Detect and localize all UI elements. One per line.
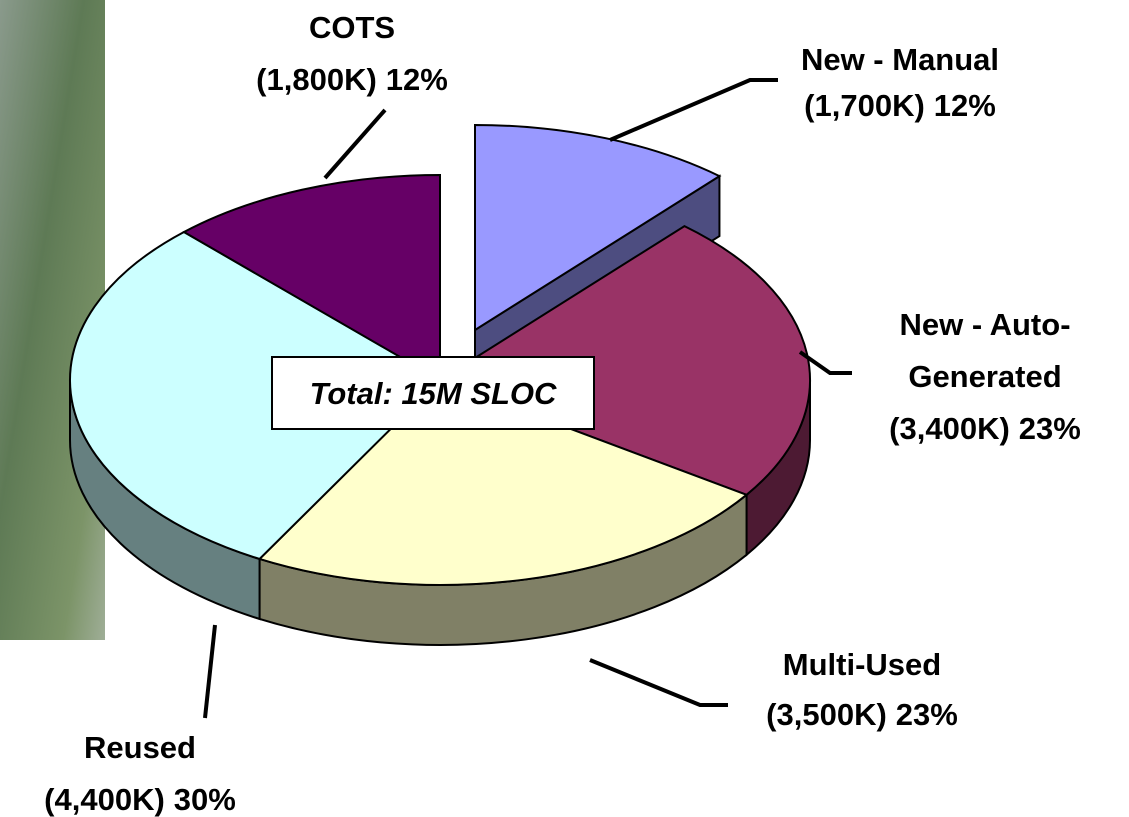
percent-label: 23%: [1019, 411, 1081, 446]
percent-label: 30%: [174, 782, 236, 817]
value-label: (4,400K): [44, 782, 165, 817]
leader-line: [590, 660, 728, 705]
percent-label: 12%: [934, 88, 996, 123]
category-label: New - Auto-: [899, 307, 1070, 342]
leader-line: [325, 110, 385, 178]
leader-line: [610, 80, 778, 140]
value-label: (3,400K): [889, 411, 1010, 446]
category-label: Multi-Used: [783, 647, 941, 682]
value-label: (1,800K) 12%: [256, 62, 448, 97]
value-label: (1,700K) 12%: [804, 88, 996, 123]
category-label: Generated: [908, 359, 1061, 394]
category-label: New - Manual: [801, 42, 999, 77]
value-label: (3,400K) 23%: [889, 411, 1081, 446]
category-label: COTS: [309, 10, 395, 45]
chart: New - Manual (1,700K) 12% New - Auto- Genera…: [0, 0, 1129, 817]
value-label: (3,500K): [766, 697, 887, 732]
value-label: (3,500K) 23%: [766, 697, 958, 732]
percent-label: 23%: [896, 697, 958, 732]
value-label: (1,800K): [256, 62, 377, 97]
value-label: (1,700K): [804, 88, 925, 123]
leader-line: [205, 625, 215, 718]
category-label: Reused: [84, 730, 196, 765]
annotation: Total: 15M SLOC: [310, 376, 557, 411]
value-label: (4,400K) 30%: [44, 782, 236, 817]
percent-label: 12%: [386, 62, 448, 97]
